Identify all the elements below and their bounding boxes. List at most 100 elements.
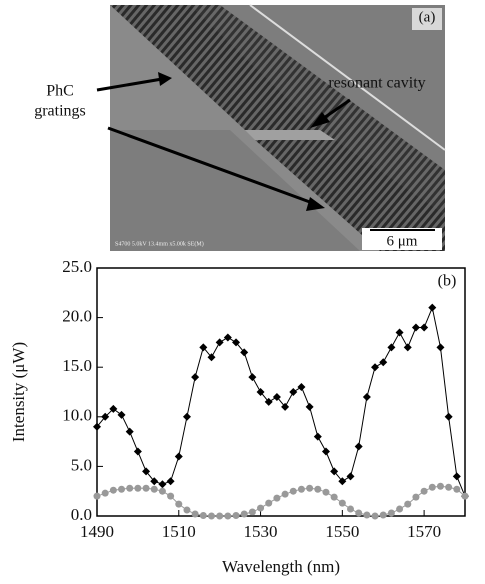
marker: [371, 512, 379, 520]
marker: [101, 489, 109, 497]
marker: [453, 485, 461, 493]
scale-bar-label: 6 μm: [387, 233, 418, 249]
marker: [428, 303, 437, 312]
marker: [444, 412, 453, 421]
marker: [257, 504, 265, 512]
marker: [330, 467, 339, 476]
marker: [232, 338, 241, 347]
marker: [403, 343, 412, 352]
marker: [436, 482, 444, 490]
marker: [142, 467, 151, 476]
y-tick-label: 10.0: [62, 406, 92, 425]
marker: [379, 358, 388, 367]
marker: [404, 500, 412, 508]
marker: [199, 512, 207, 520]
panel-label: (b): [438, 273, 457, 290]
marker: [314, 485, 322, 493]
marker: [362, 392, 371, 401]
marker: [420, 323, 429, 332]
marker: [321, 447, 330, 456]
marker: [183, 506, 191, 514]
marker: [281, 402, 290, 411]
marker: [305, 402, 314, 411]
grating-label: gratings: [34, 103, 86, 120]
marker: [207, 353, 216, 362]
marker: [272, 392, 281, 401]
sem-image: [96, 4, 446, 251]
marker: [338, 499, 346, 507]
marker: [232, 512, 240, 520]
marker: [191, 373, 200, 382]
x-tick-label: 1570: [407, 522, 441, 541]
plot-frame: [96, 267, 466, 517]
marker: [134, 484, 142, 492]
marker: [109, 404, 118, 413]
marker: [445, 483, 453, 491]
marker: [355, 509, 363, 517]
x-axis-label: Wavelength (nm): [222, 557, 340, 576]
marker: [428, 483, 436, 491]
marker: [248, 373, 257, 382]
marker: [289, 388, 298, 396]
marker: [126, 484, 134, 492]
marker: [240, 348, 249, 357]
marker: [281, 490, 289, 498]
marker: [289, 487, 297, 495]
marker: [411, 323, 420, 332]
marker: [224, 512, 232, 520]
marker: [395, 328, 404, 337]
series-line: [96, 485, 466, 517]
marker: [306, 484, 314, 492]
marker: [207, 512, 215, 520]
marker: [354, 442, 363, 451]
marker: [256, 388, 265, 396]
marker: [265, 499, 273, 507]
x-tick-label: 1490: [80, 522, 114, 541]
marker: [313, 432, 322, 441]
marker: [101, 412, 110, 421]
marker: [158, 480, 167, 489]
y-tick-label: 0.0: [71, 505, 92, 524]
sem-info: S4700 5.0kV 13.4mm x5.00k SE(M): [115, 240, 204, 247]
marker: [379, 511, 387, 519]
marker: [215, 338, 224, 347]
marker: [387, 343, 396, 352]
marker: [175, 500, 183, 508]
marker: [216, 512, 224, 520]
marker: [191, 510, 199, 518]
y-tick-label: 20.0: [62, 307, 92, 326]
marker: [436, 343, 445, 352]
marker: [297, 485, 305, 493]
marker: [133, 447, 142, 456]
marker: [347, 505, 355, 513]
y-tick-label: 15.0: [62, 356, 92, 375]
marker: [125, 427, 134, 436]
marker: [420, 487, 428, 495]
marker: [93, 492, 101, 500]
grating-label: PhC: [46, 83, 74, 100]
panel-label: (a): [419, 9, 436, 25]
marker: [322, 488, 330, 496]
cavity-label: resonant cavity: [328, 75, 425, 92]
marker: [150, 477, 159, 486]
marker: [330, 493, 338, 501]
marker: [223, 333, 232, 342]
marker: [273, 494, 281, 502]
marker: [338, 477, 347, 486]
marker: [118, 485, 126, 493]
marker: [387, 509, 395, 517]
y-tick-label: 5.0: [71, 455, 92, 474]
y-axis-label: Intensity (μW): [9, 342, 28, 442]
marker: [412, 493, 420, 501]
marker: [93, 422, 101, 431]
marker: [167, 492, 175, 500]
marker: [158, 487, 166, 495]
series-line: [96, 305, 466, 497]
marker: [363, 511, 371, 519]
marker: [199, 343, 208, 352]
marker: [182, 412, 191, 421]
marker: [371, 363, 380, 372]
marker: [109, 486, 117, 494]
x-tick-label: 1530: [244, 522, 278, 541]
